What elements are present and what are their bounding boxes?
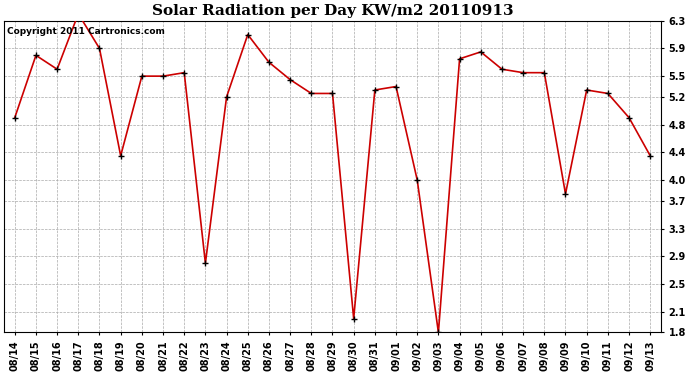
Text: Copyright 2011 Cartronics.com: Copyright 2011 Cartronics.com — [8, 27, 166, 36]
Title: Solar Radiation per Day KW/m2 20110913: Solar Radiation per Day KW/m2 20110913 — [152, 4, 513, 18]
